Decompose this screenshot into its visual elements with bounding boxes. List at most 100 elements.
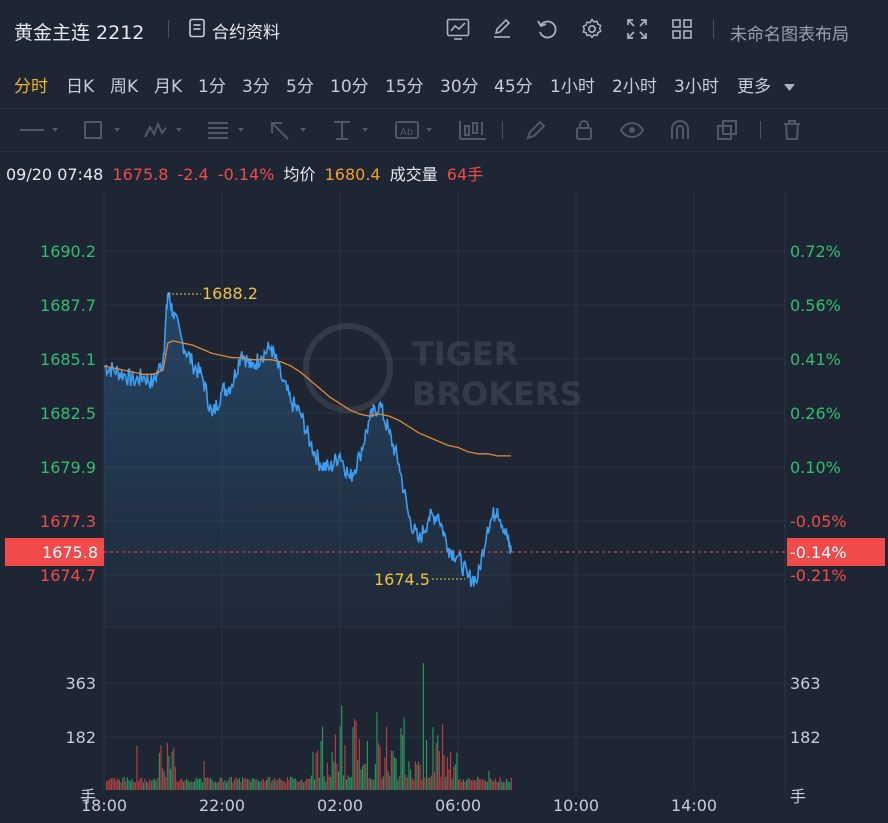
tab-period-30min[interactable]: 30分 — [440, 77, 479, 97]
volume-bar — [226, 782, 228, 790]
volume-bar — [250, 781, 252, 790]
volume-bar — [453, 767, 455, 790]
volume-bar — [342, 775, 344, 790]
intraday-chart[interactable]: TIGER BROKERS 1688.2 1674.5 1690.2 1687.7… — [0, 188, 888, 823]
layout-name[interactable]: 未命名图表布局 — [730, 25, 849, 45]
tab-period-3hour[interactable]: 3小时 — [674, 77, 719, 97]
fullscreen-icon[interactable] — [624, 16, 650, 42]
tab-period-monthly[interactable]: 月K — [154, 77, 183, 97]
trash-icon[interactable] — [781, 118, 803, 142]
brush-icon[interactable] — [524, 118, 548, 142]
tab-period-10min[interactable]: 10分 — [330, 77, 369, 97]
volume-bar — [150, 781, 152, 790]
volume-bar — [251, 778, 253, 790]
volume-bar — [299, 780, 301, 790]
volume-bar — [326, 762, 328, 790]
volume-bar — [474, 780, 476, 790]
volume-bar — [248, 779, 250, 790]
tab-period-2hour[interactable]: 2小时 — [612, 77, 657, 97]
volume-bar — [490, 778, 492, 790]
volume-bar — [174, 766, 176, 790]
volume-bar — [448, 769, 450, 790]
tab-period-5min[interactable]: 5分 — [286, 77, 314, 97]
wave-tool-icon[interactable] — [144, 118, 188, 142]
gear-icon[interactable] — [579, 16, 605, 42]
volume-bar — [222, 781, 224, 790]
lock-icon[interactable] — [573, 118, 595, 142]
volume-bar — [373, 779, 375, 790]
volume-bar — [411, 777, 413, 790]
volume-bar — [158, 752, 160, 790]
volume-bar — [130, 781, 132, 790]
tab-period-daily[interactable]: 日K — [66, 77, 95, 97]
volume-bar — [501, 781, 503, 790]
measure-tool-icon[interactable] — [330, 118, 374, 142]
copy-icon[interactable] — [715, 118, 739, 142]
volume-bar — [418, 761, 420, 790]
volume-bar — [410, 769, 412, 790]
arrow-tool-icon[interactable] — [268, 118, 312, 142]
volume-bar — [186, 779, 188, 790]
candlestick-tool-icon[interactable] — [458, 118, 488, 142]
volume-bar — [213, 782, 215, 790]
high-low-markers: 1688.2 1674.5 — [168, 284, 465, 589]
volume-bar — [354, 719, 356, 790]
volume-bar — [238, 778, 240, 790]
tab-period-3min[interactable]: 3分 — [242, 77, 270, 97]
volume-bar — [154, 778, 156, 790]
volume-bar — [472, 779, 474, 790]
eye-icon[interactable] — [619, 118, 645, 142]
volume-bar — [254, 779, 256, 790]
volume-bar — [509, 782, 511, 790]
volume-bar — [358, 739, 360, 790]
volume-bar — [384, 757, 386, 790]
percent-axis: 0.72% 0.56% 0.41% 0.26% 0.10% -0.05% -0.21% — [790, 242, 847, 585]
edit-icon[interactable] — [489, 16, 515, 42]
rectangle-tool-icon[interactable] — [82, 118, 126, 142]
grid-layout-icon[interactable] — [669, 16, 695, 42]
volume-bar — [461, 781, 463, 790]
tab-period-weekly[interactable]: 周K — [110, 77, 139, 97]
fibonacci-tool-icon[interactable] — [206, 118, 250, 142]
volume-bar — [202, 782, 204, 790]
volume-bar — [314, 779, 316, 790]
avg-price-label: 均价 — [283, 165, 316, 184]
volume-bar — [445, 777, 447, 790]
indicator-chart-icon[interactable] — [445, 16, 471, 42]
volume-bar — [192, 781, 194, 790]
quote-datetime: 09/20 07:48 — [6, 165, 104, 184]
volume-bar — [190, 781, 192, 790]
magnet-icon[interactable] — [668, 118, 692, 142]
volume-bar — [293, 778, 295, 790]
volume-bar — [304, 781, 306, 790]
average-price-line — [103, 340, 512, 457]
tab-period-1min[interactable]: 1分 — [198, 77, 226, 97]
contract-info-button[interactable]: 合约资料 — [188, 18, 280, 43]
high-price-label: 1688.2 — [202, 284, 258, 303]
volume-bar — [416, 764, 418, 790]
volume-bar — [227, 780, 229, 790]
tab-period-45min[interactable]: 45分 — [494, 77, 533, 97]
tab-period-more[interactable]: 更多 — [737, 72, 796, 97]
volume-bar — [413, 780, 415, 790]
volume-bar — [365, 764, 367, 790]
instrument-title[interactable]: 黄金主连 2212 — [14, 22, 145, 44]
volume-bar — [253, 778, 255, 790]
tab-period-1hour[interactable]: 1小时 — [550, 77, 595, 97]
volume-bar — [339, 726, 341, 790]
watermark-line1: TIGER — [412, 335, 519, 373]
volume-bar — [283, 781, 285, 790]
tab-period-intraday[interactable]: 分时 — [14, 77, 48, 97]
volume-bar — [115, 781, 117, 790]
volume-bar — [181, 778, 183, 790]
volume-bar — [219, 777, 221, 790]
line-tool-icon[interactable] — [20, 118, 64, 142]
tab-period-15min[interactable]: 15分 — [385, 77, 424, 97]
volume-bar — [498, 781, 500, 790]
text-label-tool-icon[interactable]: Ab — [394, 118, 438, 142]
volume-bar — [240, 782, 242, 790]
volume-bar — [296, 780, 298, 790]
undo-icon[interactable] — [534, 16, 560, 42]
volume-bar — [390, 750, 392, 790]
volume-bar — [366, 740, 368, 790]
